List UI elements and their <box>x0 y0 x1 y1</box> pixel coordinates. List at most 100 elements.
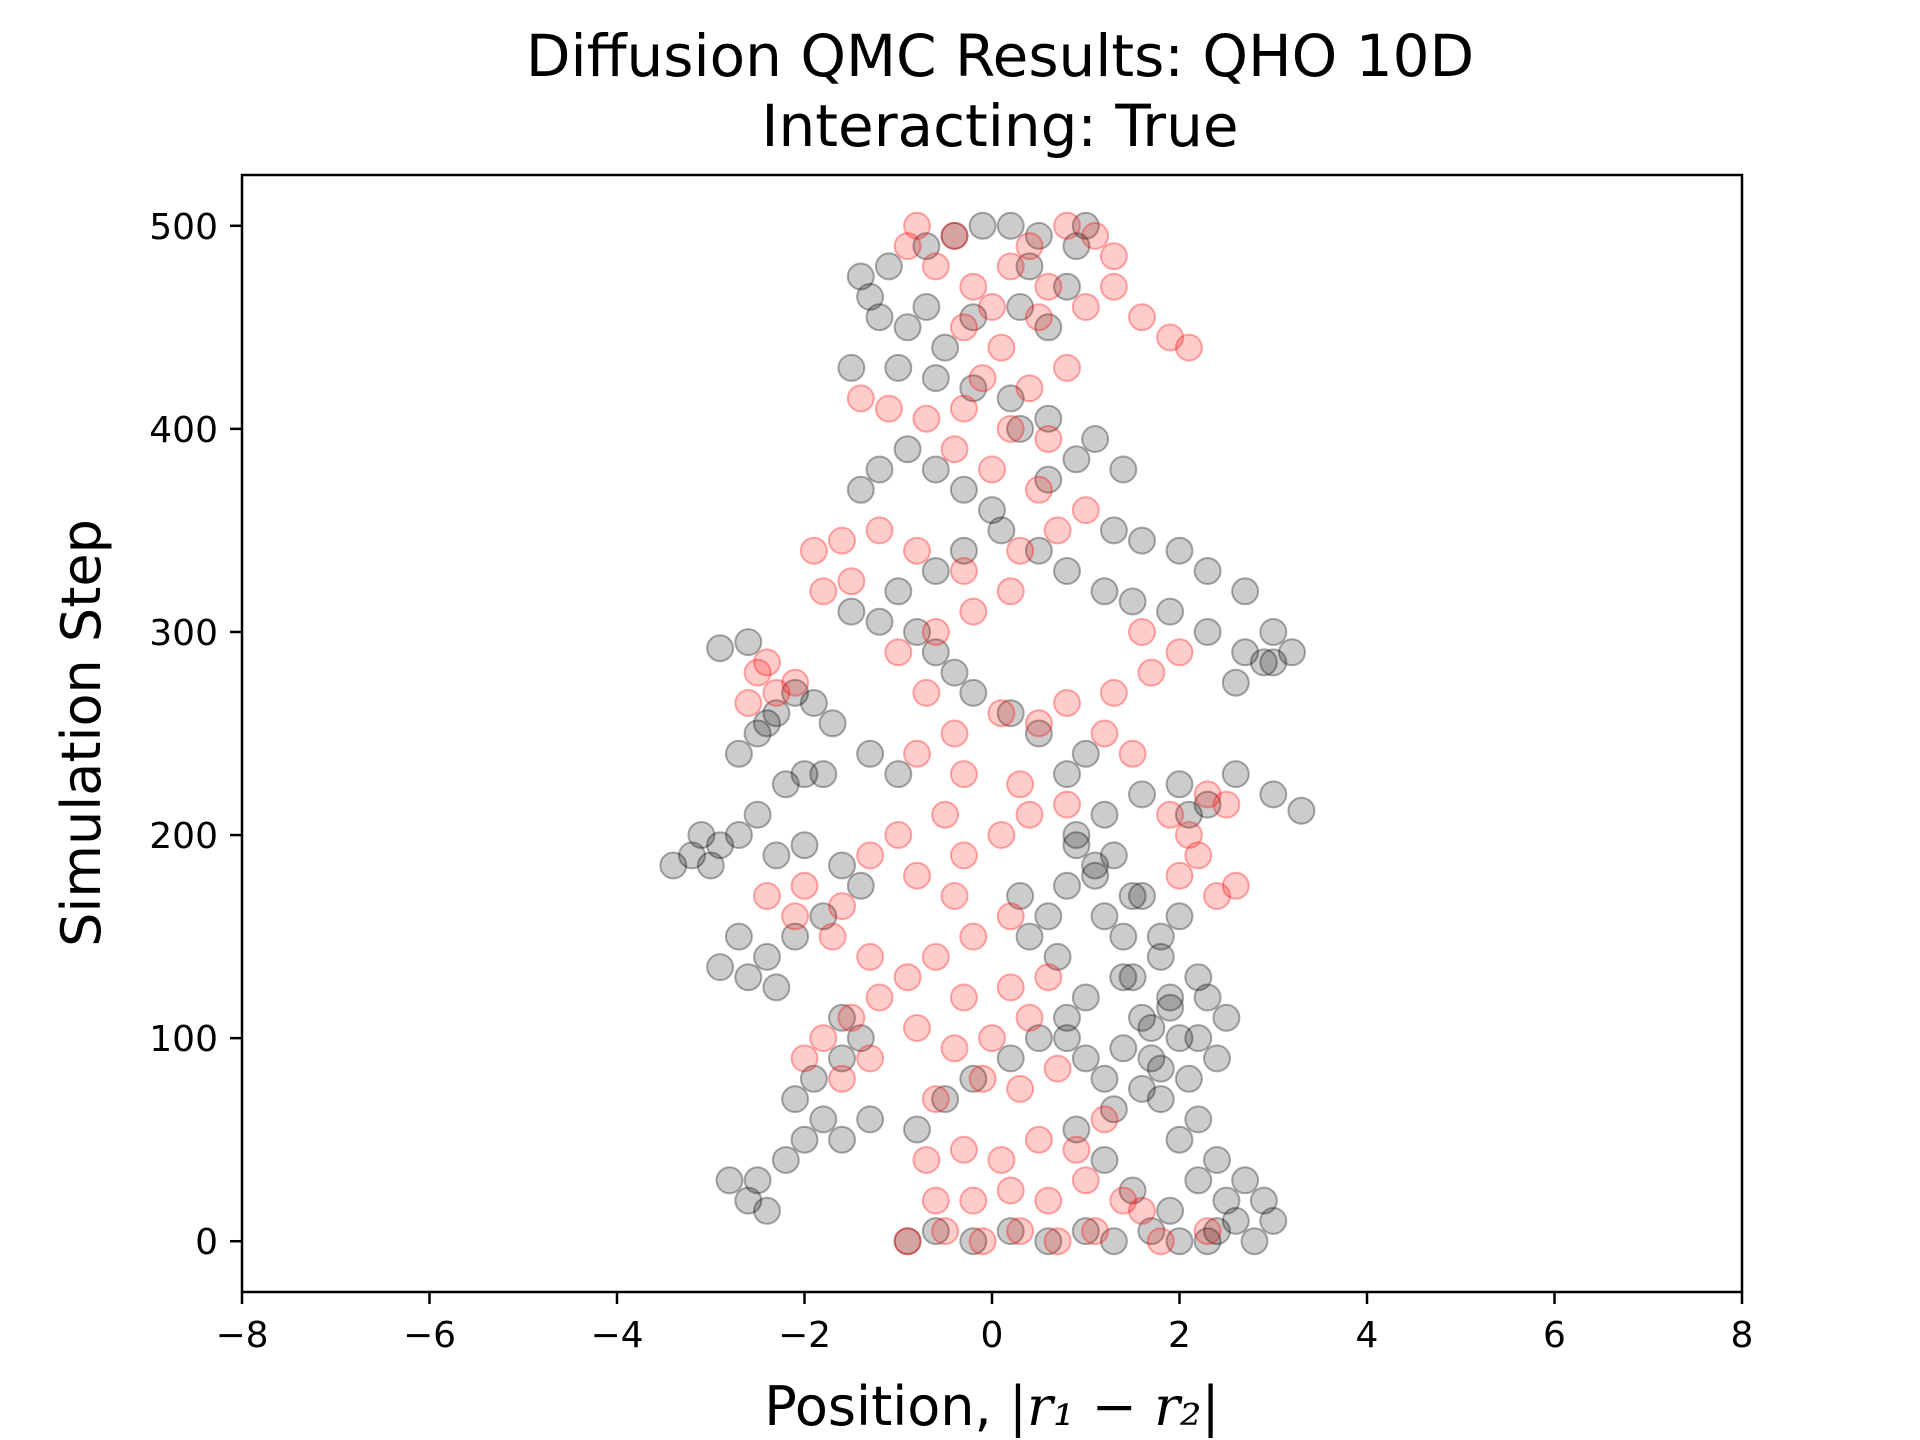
data-point-series-1 <box>949 983 978 1012</box>
data-point-series-1 <box>912 678 941 707</box>
data-point-series-0 <box>949 475 978 504</box>
data-point-series-1 <box>837 567 866 596</box>
data-point-series-1 <box>996 252 1025 281</box>
data-point-series-0 <box>1071 1217 1100 1246</box>
data-point-series-1 <box>1146 1227 1175 1256</box>
data-point-series-0 <box>1081 851 1110 880</box>
data-point-series-0 <box>1071 739 1100 768</box>
data-point-series-1 <box>1053 353 1081 382</box>
data-point-series-0 <box>1249 648 1278 677</box>
data-point-series-0 <box>1034 465 1063 494</box>
data-point-series-1 <box>968 1064 997 1093</box>
data-point-series-0 <box>1203 1044 1231 1073</box>
data-point-series-0 <box>893 435 922 464</box>
data-point-series-1 <box>1034 425 1063 453</box>
data-point-series-0 <box>724 821 753 849</box>
data-point-series-0 <box>799 1064 828 1093</box>
data-point-series-1 <box>978 455 1006 484</box>
data-point-series-0 <box>734 628 763 657</box>
data-point-series-1 <box>1034 272 1063 301</box>
x-tick-label: −4 <box>590 1315 643 1356</box>
data-point-series-1 <box>1090 1105 1119 1134</box>
data-point-series-0 <box>743 800 772 829</box>
data-point-series-0 <box>1024 1024 1053 1053</box>
data-point-series-1 <box>903 536 931 565</box>
data-point-series-1 <box>856 1044 885 1073</box>
data-point-series-0 <box>1053 871 1081 900</box>
data-point-series-0 <box>1099 1227 1128 1256</box>
data-point-series-0 <box>1212 1186 1241 1215</box>
data-point-series-1 <box>1099 272 1128 301</box>
data-point-series-0 <box>659 851 688 880</box>
data-point-series-1 <box>837 1003 866 1032</box>
data-point-series-0 <box>1249 1186 1278 1215</box>
data-point-series-1 <box>743 658 772 687</box>
x-tick-label: 2 <box>1168 1315 1191 1356</box>
data-point-series-1 <box>1071 293 1100 321</box>
data-point-series-1 <box>1015 1003 1044 1032</box>
data-point-series-0 <box>696 851 725 880</box>
data-point-series-0 <box>724 739 753 768</box>
data-point-series-0 <box>1174 1064 1203 1093</box>
data-point-series-1 <box>949 1135 978 1164</box>
data-point-series-0 <box>734 1186 763 1215</box>
data-point-series-0 <box>1193 790 1222 819</box>
data-point-series-0 <box>921 557 950 585</box>
data-point-series-0 <box>921 364 950 393</box>
data-point-series-1 <box>1128 618 1156 646</box>
data-point-series-0 <box>996 699 1025 728</box>
data-point-series-0 <box>978 496 1006 525</box>
data-point-series-1 <box>903 1014 931 1042</box>
data-point-series-0 <box>771 1146 800 1174</box>
data-point-series-0 <box>1146 1054 1175 1083</box>
data-point-series-0 <box>1006 293 1035 321</box>
data-point-series-0 <box>809 902 838 931</box>
data-point-series-1 <box>949 760 978 789</box>
data-point-series-0 <box>678 841 706 870</box>
data-point-series-1 <box>1043 1054 1072 1083</box>
data-point-series-1 <box>1090 719 1119 748</box>
data-point-series-1 <box>828 1064 856 1093</box>
chart-subtitle: Interacting: True <box>761 92 1238 160</box>
data-point-series-0 <box>1231 638 1260 667</box>
data-point-series-1 <box>940 1034 969 1063</box>
data-point-series-0 <box>1109 1034 1138 1063</box>
data-point-series-0 <box>846 871 875 900</box>
data-point-series-0 <box>912 232 941 261</box>
data-point-series-1 <box>818 922 847 951</box>
data-point-series-0 <box>1090 800 1119 829</box>
data-point-series-1 <box>1043 516 1072 545</box>
data-point-series-0 <box>940 221 969 250</box>
data-point-series-1 <box>1128 303 1156 332</box>
data-point-series-0 <box>1128 526 1156 555</box>
data-point-series-0 <box>1259 780 1288 809</box>
data-point-series-0 <box>687 821 716 849</box>
data-point-series-1 <box>996 973 1025 1002</box>
chart-title: Diffusion QMC Results: QHO 10D <box>526 22 1474 90</box>
data-point-series-1 <box>790 1044 819 1073</box>
data-point-series-0 <box>762 699 791 728</box>
data-point-series-0 <box>846 262 875 291</box>
data-point-series-1 <box>921 618 950 646</box>
data-point-series-0 <box>1053 272 1081 301</box>
data-point-series-1 <box>893 232 922 261</box>
data-point-series-1 <box>921 942 950 971</box>
data-point-series-0 <box>912 293 941 321</box>
data-point-series-0 <box>1156 1196 1185 1225</box>
y-tick-label: 500 <box>149 207 218 248</box>
data-point-series-0 <box>996 1044 1025 1073</box>
data-point-series-0 <box>856 282 885 311</box>
data-point-series-1 <box>921 1085 950 1114</box>
x-axis-label: Position, |r₁ − r₂| <box>764 1375 1219 1438</box>
data-point-series-0 <box>1203 1146 1231 1174</box>
data-point-series-0 <box>1128 882 1156 910</box>
data-point-series-1 <box>968 364 997 393</box>
data-point-series-1 <box>1193 780 1222 809</box>
data-point-series-1 <box>996 1176 1025 1205</box>
data-point-series-0 <box>1165 1024 1194 1053</box>
data-point-series-1 <box>893 963 922 992</box>
data-point-series-0 <box>1165 902 1194 931</box>
data-point-series-0 <box>856 1105 885 1134</box>
data-point-series-0 <box>959 1227 988 1256</box>
data-point-series-0 <box>903 1115 931 1144</box>
